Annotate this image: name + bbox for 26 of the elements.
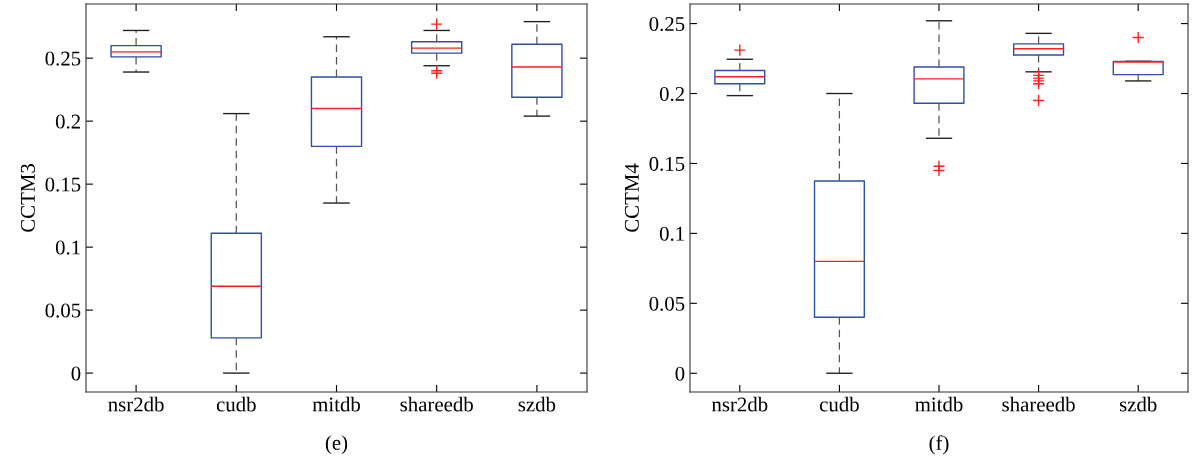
x-tick-label: cudb <box>819 396 859 412</box>
y-axis-title: CCTM3 <box>20 164 35 232</box>
x-tick-label: cudb <box>216 396 256 412</box>
y-tick-label: 0.15 <box>649 156 685 171</box>
x-axis-title: (f) <box>929 435 949 455</box>
y-tick-label: 0.15 <box>45 177 81 192</box>
y-tick-label: 0.2 <box>659 86 684 102</box>
y-tick-label: 0.05 <box>45 303 81 318</box>
y-tick-label: 0.25 <box>649 16 685 32</box>
x-tick-label: shareedb <box>1002 396 1075 412</box>
x-tick-label: mitdb <box>915 396 963 412</box>
x-tick-label: nsr2db <box>711 396 768 412</box>
y-tick-label: 0 <box>71 366 81 381</box>
x-tick-label: szdb <box>518 396 556 412</box>
y-tick-label: 0 <box>675 366 685 381</box>
y-tick-label: 0.25 <box>45 51 81 66</box>
y-tick-label: 0.05 <box>649 296 685 311</box>
x-tick-label: mitdb <box>312 396 361 412</box>
x-tick-label: szdb <box>1119 396 1157 412</box>
x-tick-label: shareedb <box>400 396 473 412</box>
y-tick-label: 0.2 <box>55 114 80 129</box>
y-axis-title: CCTM4 <box>624 163 639 232</box>
y-tick-label: 0.1 <box>55 240 80 255</box>
x-axis-title: (e) <box>325 435 348 455</box>
y-tick-label: 0.1 <box>659 226 684 241</box>
x-tick-label: nsr2db <box>108 396 164 412</box>
